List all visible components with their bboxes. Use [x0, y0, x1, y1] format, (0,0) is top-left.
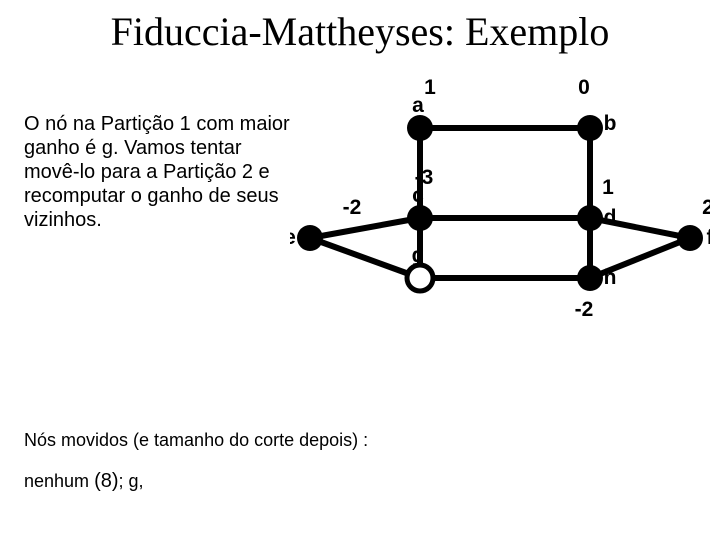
node-g	[407, 265, 433, 291]
footer-paren: (8)	[94, 470, 118, 492]
gain-label-a: 1	[424, 78, 436, 99]
slide-description: O nó na Partição 1 com maior ganho é g. …	[24, 112, 294, 232]
node-e	[297, 225, 323, 251]
footer-suffix: ; g,	[119, 471, 144, 491]
gain-label-h: -2	[575, 298, 594, 321]
node-a	[407, 115, 433, 141]
node-label-g: g	[412, 244, 425, 267]
node-label-e: e	[290, 226, 296, 249]
edge-e-g	[310, 238, 420, 278]
footer-moved-nodes-label: Nós movidos (e tamanho do corte depois) …	[24, 430, 368, 451]
node-label-a: a	[412, 94, 424, 117]
slide-title: Fiduccia-Mattheyses: Exemplo	[0, 8, 720, 55]
node-label-d: d	[604, 206, 617, 229]
node-f	[677, 225, 703, 251]
gain-label-e: -2	[343, 196, 362, 219]
node-label-f: f	[707, 226, 711, 249]
node-label-b: b	[604, 112, 617, 135]
gain-label-f: 2	[702, 196, 710, 219]
node-c	[407, 205, 433, 231]
gain-label-d: 1	[602, 176, 614, 199]
edge-c-e	[310, 218, 420, 238]
gain-label-b: 0	[578, 78, 590, 99]
node-h	[577, 265, 603, 291]
graph-diagram: a1b0c-3d1e-2f2gh-2	[290, 78, 710, 338]
node-label-h: h	[604, 266, 617, 289]
node-b	[577, 115, 603, 141]
gain-label-c: -3	[415, 166, 434, 189]
footer-moved-nodes-value: nenhum (8); g,	[24, 470, 144, 493]
node-d	[577, 205, 603, 231]
footer-prefix: nenhum	[24, 471, 94, 491]
